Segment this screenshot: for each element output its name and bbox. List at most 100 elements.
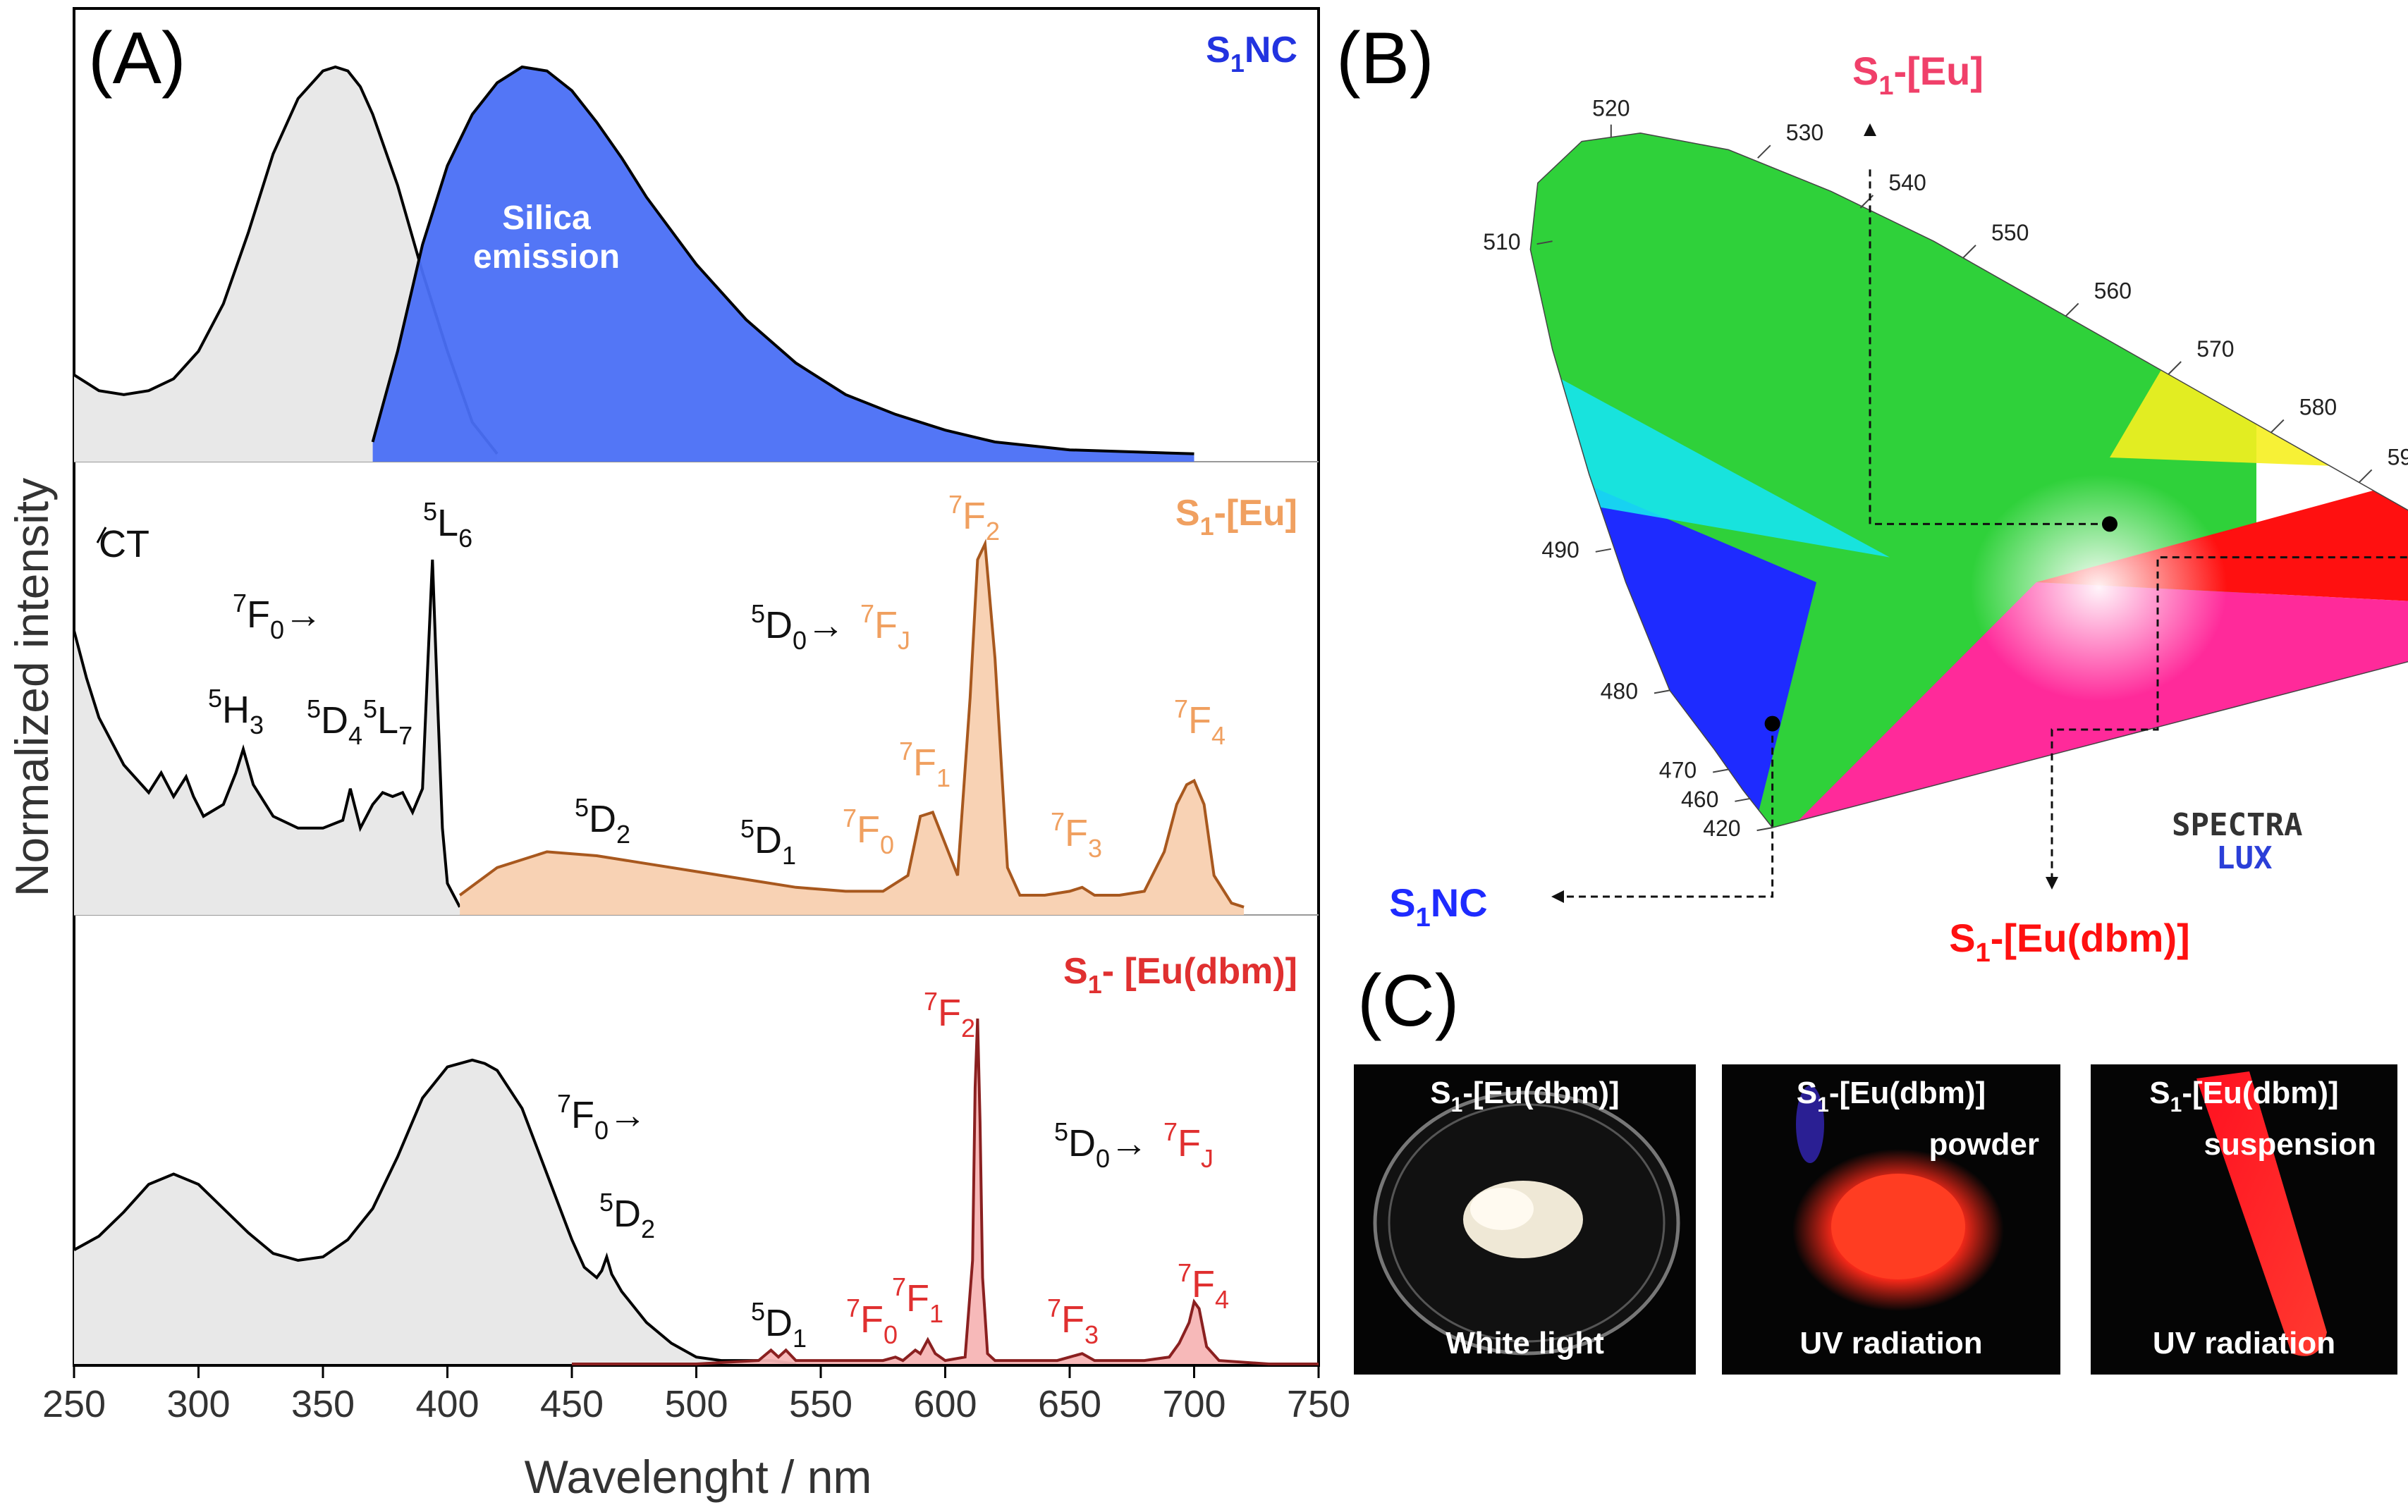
cie-tick-label: 560 xyxy=(2094,278,2132,303)
series-label: S1NC xyxy=(1206,30,1297,78)
term-symbol: F xyxy=(857,809,880,851)
term-symbol: F xyxy=(1065,812,1088,854)
excitation-area xyxy=(74,1059,796,1364)
subscript: 0 xyxy=(1096,1144,1110,1173)
term-symbol: F xyxy=(913,742,936,784)
superscript: 7 xyxy=(843,804,857,832)
wavelength-ticks: 420 460 470 480 490 510 520 530 540 550 560 570 580 5… xyxy=(1483,96,2408,841)
label-main: S xyxy=(1430,1076,1450,1110)
arrow: → xyxy=(609,1094,647,1136)
x-tick-label: 300 xyxy=(166,1383,230,1425)
superscript: 5 xyxy=(363,694,377,723)
label-main: S xyxy=(1175,493,1200,534)
subscript: 2 xyxy=(961,1014,975,1043)
cie-tick xyxy=(2358,469,2373,484)
cie-point-label: S1-[Eu] xyxy=(1852,49,1984,101)
cie-tick-label: 470 xyxy=(1659,758,1697,783)
photo-title: S1-[Eu(dbm)] xyxy=(1797,1076,1986,1117)
subscript: 3 xyxy=(250,711,264,739)
photo-subtitle: powder xyxy=(1929,1127,2039,1162)
arrow: → xyxy=(807,604,845,646)
term-symbol: D xyxy=(754,819,782,861)
subscript: 3 xyxy=(1084,1320,1099,1349)
photo-title: S1-[Eu(dbm)] xyxy=(1430,1076,1619,1117)
term-symbol: F xyxy=(1178,1122,1201,1164)
white-powder-highlight xyxy=(1470,1188,1534,1230)
annotation-silica: Silica xyxy=(502,199,591,237)
transition-label: 5L7 xyxy=(363,694,412,750)
label-tail: -[Eu] xyxy=(1214,493,1297,534)
annotation-emission: emission xyxy=(473,238,620,276)
label-tail: - [Eu(dbm)] xyxy=(1102,951,1297,992)
transition-label: 5D4 xyxy=(307,694,362,750)
superscript: 5 xyxy=(599,1188,613,1217)
arrow: → xyxy=(284,594,322,636)
term-symbol: D xyxy=(765,604,793,646)
subscript: 0 xyxy=(884,1320,898,1349)
transition-label: 7F0 xyxy=(843,804,894,859)
cie-tick-label: 590 xyxy=(2388,444,2408,469)
label-tail: -[Eu(dbm)] xyxy=(1991,916,2190,960)
cyan-region xyxy=(1552,374,1890,558)
label-sub: 1 xyxy=(1817,1093,1829,1117)
term-symbol: F xyxy=(1061,1298,1084,1341)
subscript: 1 xyxy=(936,763,951,792)
superscript: 7 xyxy=(1178,1258,1192,1287)
transition-label: 5D1 xyxy=(751,1297,807,1353)
x-tick-label: 350 xyxy=(291,1383,355,1425)
transition-label: 7F0 xyxy=(846,1293,898,1349)
ct-arrow xyxy=(96,527,107,543)
petri-dish-rim xyxy=(1388,1103,1666,1343)
arrow: → xyxy=(1110,1122,1148,1164)
label-tail: NC xyxy=(1431,880,1488,925)
superscript: 5 xyxy=(423,497,437,526)
cie-tick-label: 530 xyxy=(1786,120,1823,145)
subscript: 0 xyxy=(270,615,284,644)
photos-panel: (C) S1-[Eu(dbm)]White lightS1-[Eu(dbm)]p… xyxy=(1354,960,2397,1375)
superscript: 5 xyxy=(1054,1117,1068,1146)
transition-label: 7F2 xyxy=(924,987,975,1043)
term-symbol: F xyxy=(962,495,986,537)
blue-reflection xyxy=(1796,1086,1824,1163)
subscript: 0 xyxy=(594,1116,609,1145)
transition-label: 7F3 xyxy=(1051,807,1102,863)
x-tick-label: 600 xyxy=(913,1383,977,1425)
leader-arrow xyxy=(1864,123,1876,136)
label-main: S xyxy=(1852,49,1878,93)
label-main: S xyxy=(1063,951,1088,992)
photo-3: S1-[Eu(dbm)] suspension UV radiation xyxy=(2091,1064,2397,1375)
label-main: S xyxy=(1389,880,1415,925)
superscript: 7 xyxy=(1163,1117,1178,1146)
x-tick-label: 450 xyxy=(540,1383,604,1425)
cie-tick xyxy=(1654,689,1670,694)
cie-tick-label: 540 xyxy=(1888,170,1926,195)
excitation-area xyxy=(74,67,498,462)
photo-1: S1-[Eu(dbm)] White light xyxy=(1354,1064,1696,1375)
transition-label: 5H3 xyxy=(208,684,264,739)
logo-text-spectra: SPECTRA xyxy=(2172,807,2302,843)
y-axis-label: Normalized intensity xyxy=(6,478,58,897)
superscript: 7 xyxy=(948,490,962,519)
leader-arrow xyxy=(2046,877,2058,890)
superscript: 5 xyxy=(751,599,765,628)
panel-label-a: (A) xyxy=(88,18,186,99)
subscript: 4 xyxy=(1211,721,1226,750)
transition-label: 7F4 xyxy=(1174,694,1226,750)
label-main: S xyxy=(1206,30,1230,70)
term-symbol: F xyxy=(938,992,961,1034)
superscript: 5 xyxy=(575,793,589,822)
transition-label: 7FJ xyxy=(860,599,910,655)
transition-label: 5D2 xyxy=(575,793,630,849)
superscript: 5 xyxy=(740,814,754,843)
term-symbol: F xyxy=(874,604,898,646)
series-label: S1-[Eu] xyxy=(1175,493,1297,541)
red-powder xyxy=(1831,1174,1965,1279)
transition-label: 7F4 xyxy=(1178,1258,1229,1314)
term-symbol: D xyxy=(613,1193,641,1235)
emission-line xyxy=(572,1018,1319,1365)
label-tail: NC xyxy=(1245,30,1297,70)
photo-title: S1-[Eu(dbm)] xyxy=(2149,1076,2338,1117)
